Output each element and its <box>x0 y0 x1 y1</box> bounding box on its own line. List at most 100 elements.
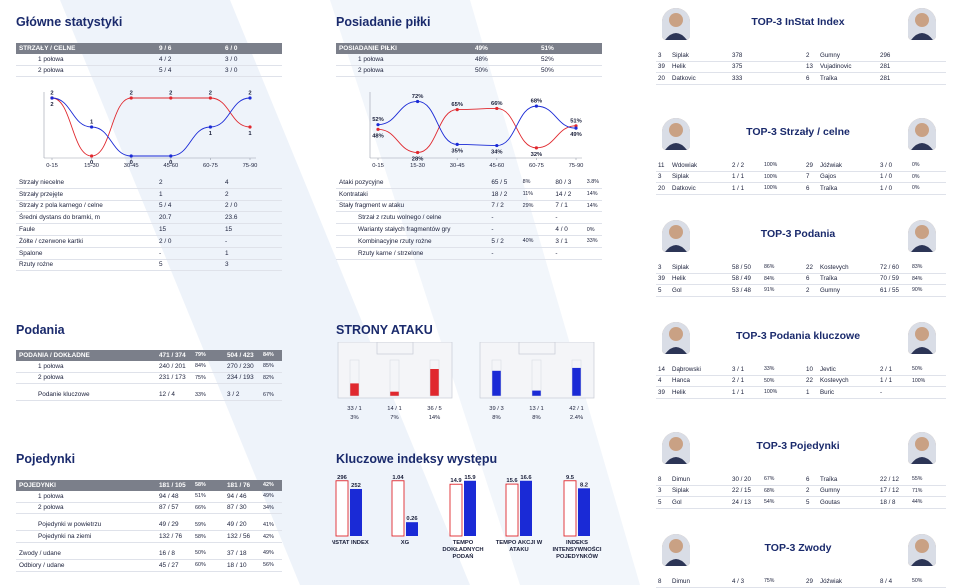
player-pct: 100% <box>762 386 804 399</box>
possession-line-chart: 0-15 15-30 30-45 45-60 60-75 75-90 48% 28% 65% 66… <box>369 92 583 169</box>
row-value-b: 3 <box>222 259 282 272</box>
player-value: 1 / 0 <box>878 182 910 195</box>
row-value-b: - <box>552 247 584 260</box>
row-value-a: 65 / 5 <box>488 177 520 189</box>
player-pct: 50% <box>762 375 804 388</box>
table-row: 14 Dąbrowski 3 / 1 33% 10 Jevtic 2 / 1 50% <box>656 364 946 376</box>
player-pct: 0% <box>910 182 946 195</box>
player-value: 3 / 1 <box>730 364 762 376</box>
row-pct-a: 11% <box>519 188 553 201</box>
player-name: Siplak <box>670 262 730 274</box>
x-tick-label: 15-30 <box>84 163 99 169</box>
player-number: 22 <box>804 262 818 274</box>
data-point <box>416 150 420 155</box>
row-value-b: 4 / 0 <box>552 223 584 236</box>
player-name: Traïka <box>818 182 878 195</box>
player-number: 5 <box>656 496 670 509</box>
player-number: 2 <box>804 284 818 297</box>
row-value-a: 50% <box>472 65 538 78</box>
data-label: 2 <box>209 91 212 97</box>
player-name: Dimun <box>670 474 730 486</box>
data-label: 2 <box>50 91 53 97</box>
row-value-a: 87 / 57 <box>156 502 192 515</box>
player-name: Goutas <box>818 496 878 509</box>
player-value: 2 / 1 <box>878 364 910 376</box>
row-value-a: 2 / 0 <box>156 235 222 248</box>
player-value: 1 / 1 <box>878 375 910 388</box>
player-name: Buric <box>818 386 878 399</box>
data-point <box>455 142 459 146</box>
row-pct-b: 33% <box>583 235 602 248</box>
row-label: 1 połowa <box>336 53 472 66</box>
player-number: 5 <box>804 496 818 509</box>
row-value-a: 48% <box>472 53 538 66</box>
row-value-b: 49 / 20 <box>224 519 260 532</box>
row-label: Faule <box>16 223 156 236</box>
table-row: 8 Dimun 30 / 20 67% 6 Traïka 22 / 12 55% <box>656 474 946 486</box>
player-name: Gumny <box>818 284 878 297</box>
data-label: 2 <box>169 91 172 97</box>
table-row: Warianty stałych fragmentów gry - 4 / 0 0% <box>336 223 602 236</box>
row-value-b: 3 / 2 <box>224 389 260 402</box>
data-point <box>574 124 578 128</box>
data-point <box>129 96 133 100</box>
bar-team-b <box>406 522 418 536</box>
header-cell: 79% <box>192 350 224 361</box>
row-value-a: - <box>156 247 222 260</box>
table-row: 2 połowa 50% 50% <box>336 65 602 78</box>
player-number: 8 <box>656 474 670 486</box>
row-value-b: - <box>552 211 584 225</box>
player-value: 24 / 13 <box>730 496 762 509</box>
header-cell: 42% <box>260 480 282 491</box>
row-label: 1 połowa <box>16 360 156 373</box>
row-value-b: 80 / 3 <box>552 177 584 189</box>
table-row: Kontrataki 18 / 2 11% 14 / 2 14% <box>336 188 602 201</box>
row-pct-b: 14% <box>583 188 602 201</box>
row-value-a: 12 / 4 <box>156 389 192 402</box>
table-row: 2 połowa 87 / 57 66% 87 / 30 34% <box>16 502 282 515</box>
table-row: 2 połowa 231 / 173 75% 234 / 193 82% <box>16 372 282 385</box>
table-row: Kombinacyjne rzuty rożne 5 / 2 40% 3 / 1 33% <box>336 235 602 248</box>
category-label: INSTAT INDEX <box>332 540 369 546</box>
player-name: Gajos <box>818 171 878 184</box>
player-name: Datkovic <box>670 72 730 85</box>
bar-label: 1.04 <box>392 475 404 481</box>
player-value: 30 / 20 <box>730 474 762 486</box>
player-pct: 84% <box>762 273 804 286</box>
top3-table: 3 Siplak 58 / 50 86% 22 Kostevych 72 / 60 83% 39… <box>656 262 946 297</box>
bar-team-a <box>505 483 519 537</box>
row-pct-a <box>519 211 553 225</box>
player-photo-right <box>908 8 936 40</box>
row-value-b: 270 / 230 <box>224 360 260 373</box>
player-name: Traïka <box>818 273 878 286</box>
player-number: 2 <box>804 50 818 62</box>
possession-table: POSIADANIE PIŁKI 49% 51% 1 połowa 48% 52… <box>336 43 602 78</box>
row-value-a: 94 / 48 <box>156 490 192 503</box>
row-label: 2 połowa <box>16 502 156 515</box>
row-label: Żółte / czerwone kartki <box>16 235 156 248</box>
row-pct-a: 51% <box>192 490 224 503</box>
top3-table: 8 Dimun 30 / 20 67% 6 Traïka 22 / 12 55% 3 Siplak… <box>656 474 946 509</box>
row-label: 2 połowa <box>16 372 156 385</box>
data-point <box>534 146 538 150</box>
table-row: Rzuty rożne 5 3 <box>16 259 282 272</box>
category-label: DOKŁADNYCH <box>442 547 483 553</box>
table-row: 1 połowa 94 / 48 51% 94 / 46 49% <box>16 490 282 503</box>
attack-value: 36 / 5 <box>427 406 442 412</box>
section-title-main-stats: Główne statystyki <box>16 15 123 29</box>
player-number: 39 <box>656 61 670 74</box>
player-photo-right <box>908 118 936 150</box>
row-label: Zwody / udane <box>16 547 156 560</box>
player-name: Kostevych <box>818 375 878 388</box>
top3-title: TOP-3 Podania <box>760 228 836 240</box>
player-pct <box>762 72 804 85</box>
data-point <box>208 96 212 100</box>
data-label: 1 <box>209 131 213 137</box>
series-line <box>51 97 251 157</box>
table-row: Odbiory / udane 45 / 27 60% 18 / 10 56% <box>16 559 282 572</box>
player-photo-right <box>908 322 936 354</box>
row-pct-b: 41% <box>260 519 282 532</box>
attack-bar <box>532 390 541 396</box>
